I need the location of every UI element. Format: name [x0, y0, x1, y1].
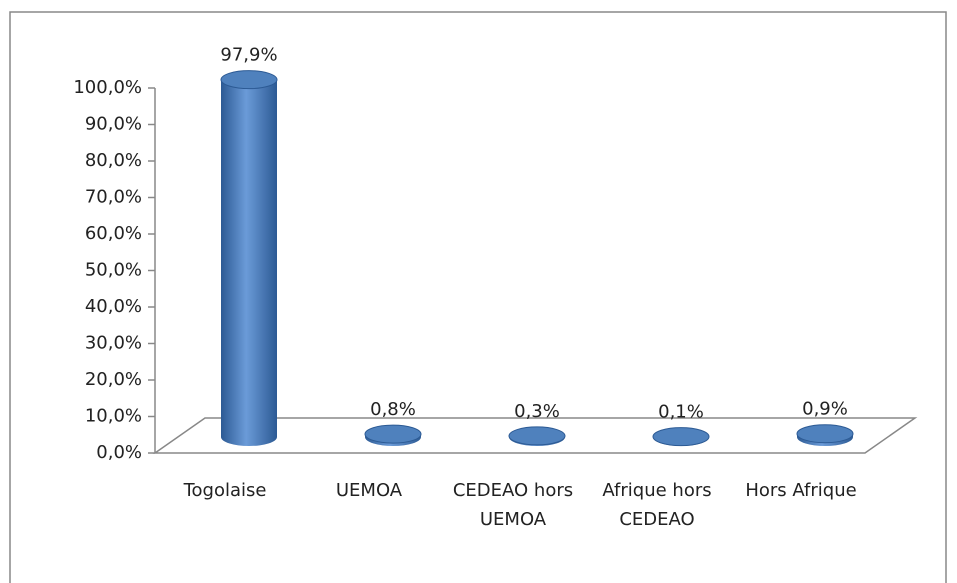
cylinder-top [796, 424, 854, 444]
value-label: 0,9% [802, 399, 848, 420]
x-tick-label: Hors Afrique [745, 480, 857, 501]
y-tick-label: 20,0% [85, 369, 142, 390]
cylinder-top [364, 424, 422, 444]
y-tick-label: 100,0% [73, 77, 142, 98]
cylinder-top [220, 70, 278, 90]
y-tick-label: 40,0% [85, 296, 142, 317]
chart-border [9, 11, 947, 583]
cylinder [220, 70, 278, 446]
value-label: 97,9% [220, 45, 277, 66]
value-label: 0,3% [514, 401, 560, 422]
y-tick-label: 50,0% [85, 260, 142, 281]
x-tick-label: Togolaise [183, 480, 267, 501]
cylinder-top [508, 426, 566, 446]
y-tick-label: 60,0% [85, 223, 142, 244]
cylinder [508, 426, 566, 446]
value-label: 0,1% [658, 402, 704, 423]
x-tick-label: UEMOA [335, 480, 403, 501]
y-tick-label: 30,0% [85, 333, 142, 354]
x-tick-label: Afrique hors CEDEAO [602, 480, 712, 530]
cylinder [796, 424, 854, 446]
bar [221, 79, 277, 437]
x-tick-label: CEDEAO hors UEMOA [452, 480, 574, 530]
cylinder-top [652, 427, 710, 447]
cylinder [652, 427, 710, 447]
y-tick-label: 70,0% [85, 187, 142, 208]
cylinder [364, 424, 422, 446]
y-tick-label: 10,0% [85, 406, 142, 427]
y-tick-label: 0,0% [96, 442, 142, 463]
y-tick-label: 80,0% [85, 150, 142, 171]
y-tick-label: 90,0% [85, 114, 142, 135]
floor [152, 417, 918, 454]
value-label: 0,8% [370, 399, 416, 420]
